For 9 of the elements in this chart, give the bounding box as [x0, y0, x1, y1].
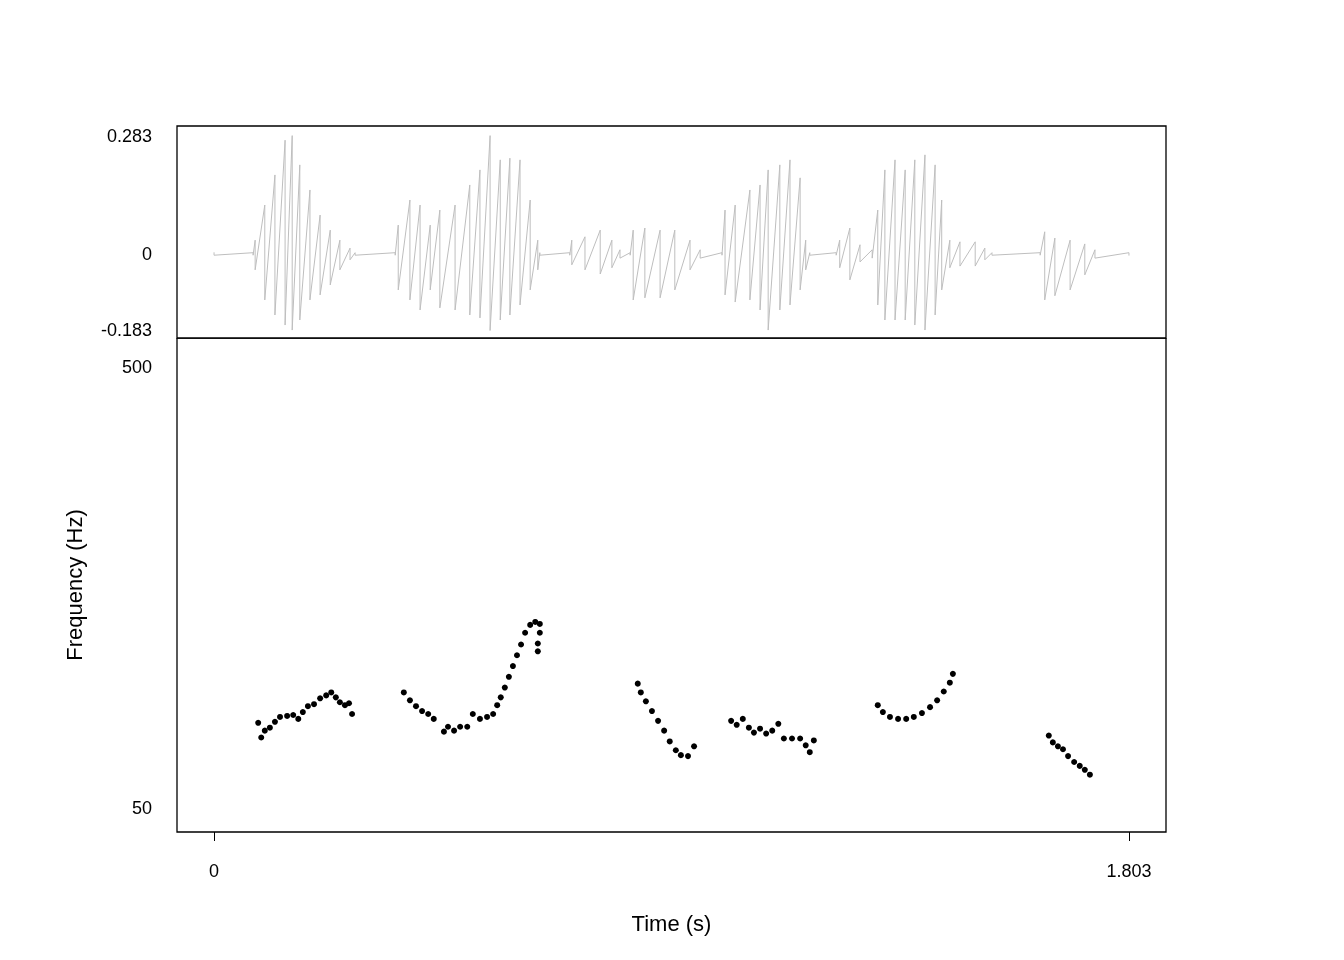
y-tick-label: 0.283	[106, 125, 152, 146]
y-tick-label: 50	[131, 798, 152, 819]
y-tick-label: -0.183	[100, 320, 152, 341]
y-tick-label: 0	[141, 243, 152, 264]
y-axis-title: Frequency (Hz)	[61, 509, 87, 661]
x-tick-label: 1.803	[1106, 861, 1152, 881]
x-axis-title: Time (s)	[631, 910, 712, 936]
line-series	[213, 135, 1130, 331]
y-tick-label: 500	[121, 357, 152, 378]
